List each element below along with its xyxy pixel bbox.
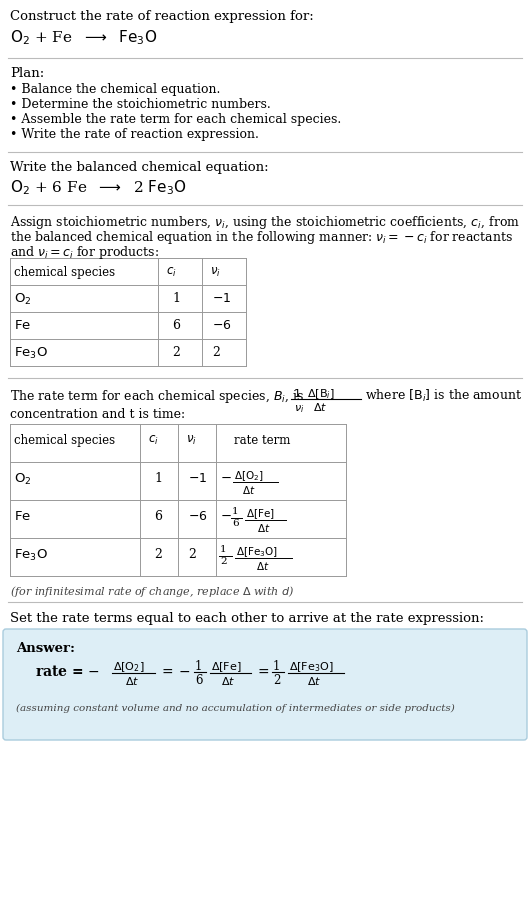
Text: $\mathrm{Fe}$: $\mathrm{Fe}$ <box>14 510 31 523</box>
Text: 1: 1 <box>154 472 162 485</box>
Text: and $\nu_i = c_i$ for products:: and $\nu_i = c_i$ for products: <box>10 244 159 261</box>
Text: • Write the rate of reaction expression.: • Write the rate of reaction expression. <box>10 128 259 141</box>
Text: The rate term for each chemical species, $B_i$, is: The rate term for each chemical species,… <box>10 388 304 405</box>
Text: chemical species: chemical species <box>14 266 115 279</box>
Text: $-1$: $-1$ <box>188 472 207 485</box>
Text: $c_i$: $c_i$ <box>166 266 176 279</box>
Text: Answer:: Answer: <box>16 642 75 655</box>
Text: 2: 2 <box>172 346 180 359</box>
Text: rate = $-$: rate = $-$ <box>35 664 100 679</box>
Text: • Balance the chemical equation.: • Balance the chemical equation. <box>10 83 220 96</box>
Text: $\Delta t$: $\Delta t$ <box>125 675 139 687</box>
Text: 2: 2 <box>220 557 227 566</box>
Text: $-1$: $-1$ <box>212 292 231 305</box>
Text: Construct the rate of reaction expression for:: Construct the rate of reaction expressio… <box>10 10 314 23</box>
Text: $-6$: $-6$ <box>188 510 208 523</box>
Text: Plan:: Plan: <box>10 67 44 80</box>
Text: $\mathrm{O_2}$ + 6 Fe  $\longrightarrow$  2 $\mathrm{Fe_3O}$: $\mathrm{O_2}$ + 6 Fe $\longrightarrow$ … <box>10 178 187 197</box>
Text: $\Delta t$: $\Delta t$ <box>242 484 255 496</box>
Text: $1$  $\Delta[\mathrm{B}_i]$: $1$ $\Delta[\mathrm{B}_i]$ <box>293 387 335 400</box>
Text: $\mathrm{O_2}$: $\mathrm{O_2}$ <box>14 472 31 487</box>
Text: 2: 2 <box>212 346 220 359</box>
Text: (for infinitesimal rate of change, replace $\Delta$ with $d$): (for infinitesimal rate of change, repla… <box>10 584 295 599</box>
Text: $-$: $-$ <box>220 470 232 483</box>
FancyBboxPatch shape <box>3 629 527 740</box>
Text: $=$: $=$ <box>255 664 270 678</box>
Text: $\mathrm{O_2}$ + Fe  $\longrightarrow$  $\mathrm{Fe_3O}$: $\mathrm{O_2}$ + Fe $\longrightarrow$ $\… <box>10 28 157 46</box>
Text: where $[\mathrm{B}_i]$ is the amount: where $[\mathrm{B}_i]$ is the amount <box>365 388 523 404</box>
Text: 1: 1 <box>273 660 280 673</box>
Text: 1: 1 <box>220 545 227 554</box>
Text: $\nu_i$   $\Delta t$: $\nu_i$ $\Delta t$ <box>294 401 328 415</box>
Text: $\Delta[\mathrm{Fe}]$: $\Delta[\mathrm{Fe}]$ <box>211 660 242 674</box>
Text: • Determine the stoichiometric numbers.: • Determine the stoichiometric numbers. <box>10 98 271 111</box>
Text: $\Delta[\mathrm{Fe_3O}]$: $\Delta[\mathrm{Fe_3O}]$ <box>289 660 334 674</box>
Text: $\mathrm{O_2}$: $\mathrm{O_2}$ <box>14 292 31 307</box>
Text: $\Delta[\mathrm{O}_2]$: $\Delta[\mathrm{O}_2]$ <box>113 660 145 674</box>
Text: $\Delta t$: $\Delta t$ <box>256 560 269 572</box>
Text: $\nu_i$: $\nu_i$ <box>186 434 197 447</box>
Text: $\mathrm{Fe_3O}$: $\mathrm{Fe_3O}$ <box>14 346 48 361</box>
Text: chemical species: chemical species <box>14 434 115 447</box>
Text: $\Delta[\mathrm{O}_2]$: $\Delta[\mathrm{O}_2]$ <box>234 469 263 483</box>
Text: Assign stoichiometric numbers, $\nu_i$, using the stoichiometric coefficients, $: Assign stoichiometric numbers, $\nu_i$, … <box>10 214 520 231</box>
Text: Set the rate terms equal to each other to arrive at the rate expression:: Set the rate terms equal to each other t… <box>10 612 484 625</box>
Text: $= -$: $= -$ <box>159 664 191 678</box>
Text: $\Delta[\mathrm{Fe_3O}]$: $\Delta[\mathrm{Fe_3O}]$ <box>236 545 278 558</box>
Text: rate term: rate term <box>234 434 290 447</box>
Text: $\Delta[\mathrm{Fe}]$: $\Delta[\mathrm{Fe}]$ <box>246 507 275 521</box>
Text: $\mathrm{Fe_3O}$: $\mathrm{Fe_3O}$ <box>14 548 48 563</box>
Text: $\Delta t$: $\Delta t$ <box>307 675 321 687</box>
Text: (assuming constant volume and no accumulation of intermediates or side products): (assuming constant volume and no accumul… <box>16 704 455 713</box>
Text: 6: 6 <box>232 519 238 528</box>
Text: $-6$: $-6$ <box>212 319 232 332</box>
Text: $\mathrm{Fe}$: $\mathrm{Fe}$ <box>14 319 31 332</box>
Text: the balanced chemical equation in the following manner: $\nu_i = -c_i$ for react: the balanced chemical equation in the fo… <box>10 229 513 246</box>
Text: $\nu_i$: $\nu_i$ <box>210 266 221 279</box>
Text: 2: 2 <box>154 548 162 561</box>
Text: $-$: $-$ <box>220 508 232 521</box>
Text: 1: 1 <box>172 292 180 305</box>
Text: 1: 1 <box>232 507 238 516</box>
Text: 6: 6 <box>154 510 162 523</box>
Text: 2: 2 <box>273 674 280 687</box>
Text: 6: 6 <box>195 674 202 687</box>
Text: 2: 2 <box>188 548 196 561</box>
Text: • Assemble the rate term for each chemical species.: • Assemble the rate term for each chemic… <box>10 113 341 126</box>
Text: $\Delta t$: $\Delta t$ <box>257 522 270 534</box>
Text: $\Delta t$: $\Delta t$ <box>221 675 235 687</box>
Text: concentration and t is time:: concentration and t is time: <box>10 408 185 421</box>
Text: Write the balanced chemical equation:: Write the balanced chemical equation: <box>10 161 269 174</box>
Text: 1: 1 <box>195 660 202 673</box>
Text: $c_i$: $c_i$ <box>148 434 158 447</box>
Text: 6: 6 <box>172 319 180 332</box>
